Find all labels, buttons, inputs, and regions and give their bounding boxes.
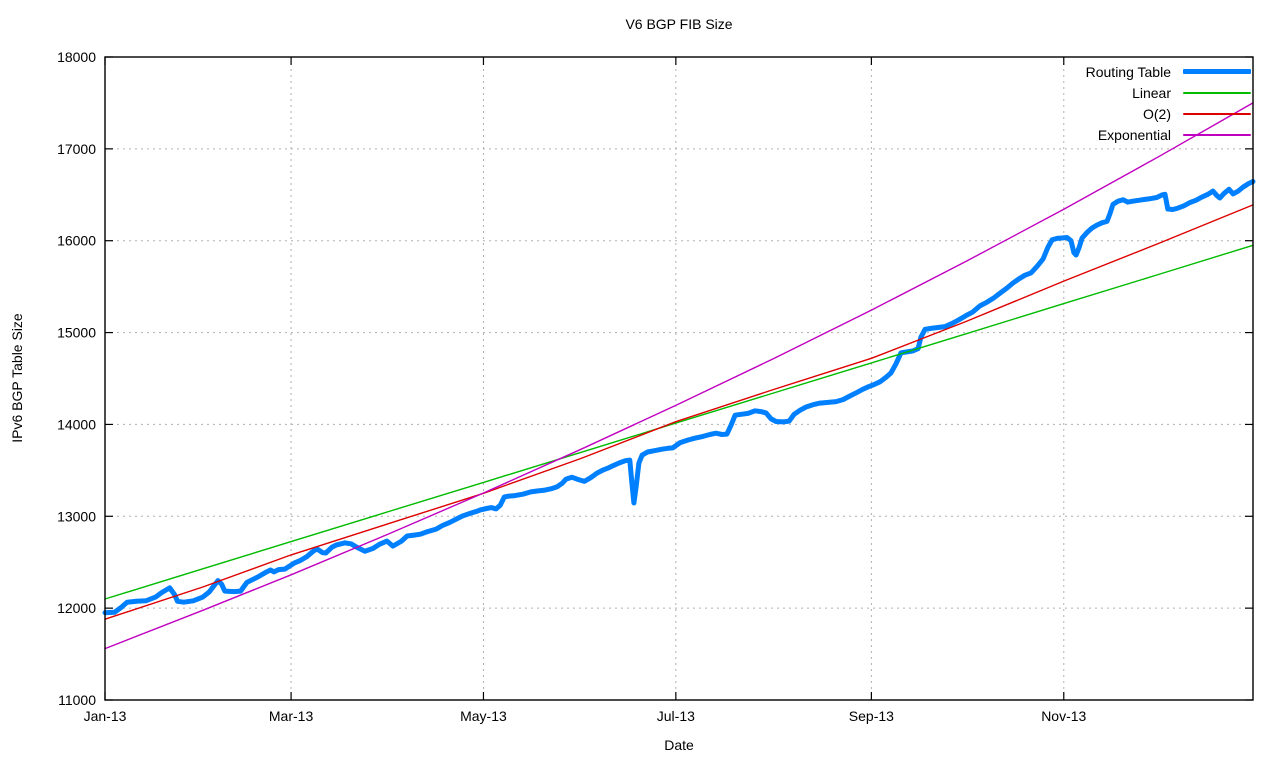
x-tick-label: May-13 — [460, 708, 507, 724]
x-axis-label: Date — [664, 737, 694, 753]
series-line-o-2 — [104, 204, 1254, 620]
series-line-exponential — [104, 102, 1254, 650]
series-line-linear — [104, 244, 1254, 600]
legend-row-o2: O(2) — [1086, 103, 1251, 124]
legend-label-routing-table: Routing Table — [1085, 63, 1171, 80]
legend-row-linear: Linear — [1086, 82, 1251, 103]
legend-row-exponential: Exponential — [1086, 124, 1251, 145]
legend-row-routing-table: Routing Table — [1086, 61, 1251, 82]
legend: Routing Table Linear O(2) Exponential — [1086, 61, 1251, 145]
legend-line-sample-linear — [1183, 91, 1251, 94]
x-tick-label: Jan-13 — [84, 708, 127, 724]
legend-label-o2: O(2) — [1143, 105, 1171, 122]
y-tick-label: 16000 — [57, 233, 96, 249]
y-tick-label: 13000 — [57, 508, 96, 524]
legend-label-linear: Linear — [1132, 84, 1171, 101]
y-tick-label: 15000 — [57, 325, 96, 341]
x-tick-label: Sep-13 — [849, 708, 894, 724]
y-tick-label: 17000 — [57, 141, 96, 157]
x-tick-label: Nov-13 — [1041, 708, 1086, 724]
y-tick-label: 12000 — [57, 600, 96, 616]
y-axis-label: IPv6 BGP Table Size — [9, 313, 25, 443]
chart-title: V6 BGP FIB Size — [625, 16, 733, 32]
legend-line-sample-o2 — [1183, 112, 1251, 115]
x-tick-label: Mar-13 — [269, 708, 314, 724]
x-tick-label: Jul-13 — [657, 708, 695, 724]
y-tick-label: 18000 — [57, 49, 96, 65]
series-line-routing-table — [102, 179, 1256, 616]
y-tick-label: 14000 — [57, 416, 96, 432]
legend-line-sample-exponential — [1183, 133, 1251, 136]
legend-line-sample-routing-table — [1183, 69, 1251, 74]
y-tick-label: 11000 — [58, 692, 96, 708]
plot-border — [104, 56, 1254, 701]
legend-label-exponential: Exponential — [1097, 126, 1171, 143]
